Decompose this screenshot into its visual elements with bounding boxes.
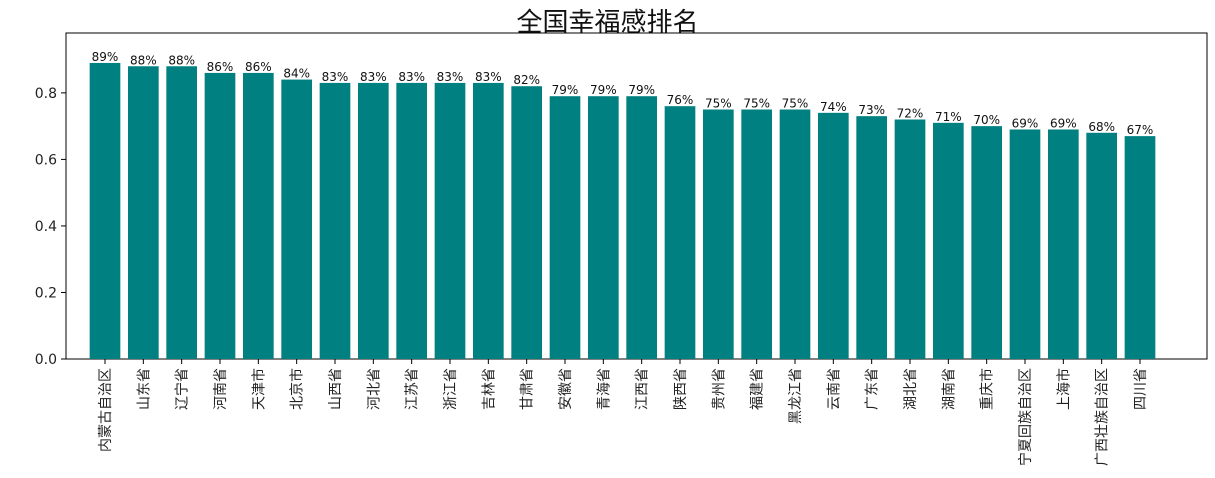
- x-tick-label: 山东省: [136, 368, 152, 410]
- bar-value-label: 75%: [705, 97, 732, 111]
- bar-value-label: 75%: [782, 97, 809, 111]
- x-tick-label: 吉林省: [481, 368, 497, 410]
- bar: [549, 96, 581, 360]
- bar: [741, 109, 772, 360]
- bar: [818, 112, 849, 359]
- x-tick-label: 四川省: [1133, 368, 1149, 410]
- x-tick-label: 广东省: [865, 368, 881, 410]
- bar: [626, 96, 657, 360]
- x-tick-label: 重庆市: [979, 368, 996, 410]
- bar: [319, 82, 351, 360]
- x-tick-label: 浙江省: [443, 368, 459, 410]
- x-tick-label: 河北省: [366, 368, 382, 410]
- bar-value-labels: 89% 88% 88% 86% 86% 84% 83% 83% 83% 83% 83% 82% 79% 7…: [92, 50, 1154, 137]
- bar: [89, 62, 121, 359]
- bar: [1124, 136, 1156, 359]
- bar-value-label: 70%: [973, 113, 1000, 127]
- bar-value-label: 75%: [743, 97, 770, 111]
- bar-value-label: 86%: [245, 60, 272, 74]
- bar: [281, 79, 312, 360]
- bar-value-label: 71%: [935, 110, 962, 124]
- bar: [1048, 129, 1079, 359]
- bar-value-label: 83%: [322, 70, 349, 84]
- bar-value-label: 89%: [92, 50, 119, 64]
- x-tick-label: 上海市: [1055, 368, 1072, 410]
- x-tick-label: 内蒙古自治区: [98, 368, 114, 452]
- x-tick-label: 安徽省: [558, 368, 574, 410]
- bar-value-label: 67%: [1127, 123, 1154, 137]
- x-tick-label: 湖北省: [903, 368, 919, 410]
- bar-value-label: 69%: [1050, 116, 1077, 130]
- bar: [358, 82, 389, 360]
- x-tick-label: 江西省: [635, 368, 651, 410]
- y-tick-label: 0.4: [35, 219, 57, 235]
- x-tick-label: 陕西省: [673, 368, 689, 410]
- bar-value-label: 83%: [475, 70, 502, 84]
- bar: [933, 122, 964, 359]
- bar-value-label: 88%: [130, 53, 157, 67]
- bar: [243, 72, 274, 359]
- x-tick-label: 北京市: [289, 368, 306, 410]
- x-tick-label: 天津市: [250, 368, 267, 410]
- bar: [664, 106, 696, 359]
- bar-value-label: 79%: [590, 83, 617, 97]
- x-tick-label: 黑龙江省: [788, 368, 804, 424]
- bars: [89, 62, 1156, 360]
- bar-value-label: 86%: [207, 60, 234, 74]
- bar-value-label: 83%: [398, 70, 425, 84]
- y-tick-label: 0.6: [35, 152, 57, 168]
- bar-value-label: 83%: [360, 70, 387, 84]
- bar: [511, 86, 542, 359]
- y-axis: 0.0 0.2 0.4 0.6 0.8: [35, 86, 66, 368]
- bar-value-label: 76%: [667, 93, 694, 107]
- x-tick-label: 江苏省: [405, 368, 421, 410]
- bar-value-label: 69%: [1012, 116, 1039, 130]
- x-tick-label: 宁夏回族自治区: [1017, 368, 1034, 466]
- bar: [396, 82, 427, 360]
- bar: [971, 126, 1002, 360]
- bar: [166, 66, 197, 359]
- x-tick-label: 湖南省: [941, 368, 957, 410]
- bar: [1009, 129, 1041, 359]
- bar-value-label: 68%: [1088, 120, 1115, 134]
- bar-value-label: 82%: [513, 73, 540, 87]
- bar: [434, 82, 466, 360]
- x-tick-label: 云南省: [826, 368, 842, 410]
- bar-value-label: 74%: [820, 100, 847, 114]
- x-tick-label: 辽宁省: [174, 368, 191, 410]
- bar: [894, 119, 926, 359]
- bar: [588, 96, 619, 360]
- bar-value-label: 73%: [858, 103, 885, 117]
- x-axis: 内蒙古自治区 山东省 辽宁省 河南省 天津市 北京市 山西省 河北省 江苏省 浙江省 吉林省 甘肃省 安…: [98, 359, 1149, 466]
- x-tick-label: 河南省: [213, 368, 229, 410]
- bar-value-label: 83%: [437, 70, 464, 84]
- bar-value-label: 79%: [552, 83, 579, 97]
- bar: [856, 116, 887, 359]
- bar: [204, 72, 236, 359]
- bar: [1086, 132, 1117, 359]
- bar: [473, 82, 504, 360]
- x-tick-label: 广西壮族自治区: [1095, 368, 1111, 466]
- bar-value-label: 79%: [628, 83, 655, 97]
- y-tick-label: 0.8: [35, 86, 57, 102]
- y-tick-label: 0.2: [35, 285, 57, 301]
- x-tick-label: 福建省: [750, 368, 766, 410]
- x-tick-label: 甘肃省: [520, 368, 536, 410]
- x-tick-label: 贵州省: [711, 368, 727, 410]
- bar: [779, 109, 811, 360]
- bar-value-label: 84%: [283, 67, 310, 81]
- y-tick-label: 0.0: [35, 352, 57, 368]
- x-tick-label: 青海省: [596, 368, 612, 410]
- bar: [128, 66, 159, 359]
- bar: [703, 109, 734, 360]
- bar-value-label: 88%: [168, 53, 195, 67]
- bar-value-label: 72%: [897, 106, 924, 120]
- x-tick-label: 山西省: [328, 368, 344, 410]
